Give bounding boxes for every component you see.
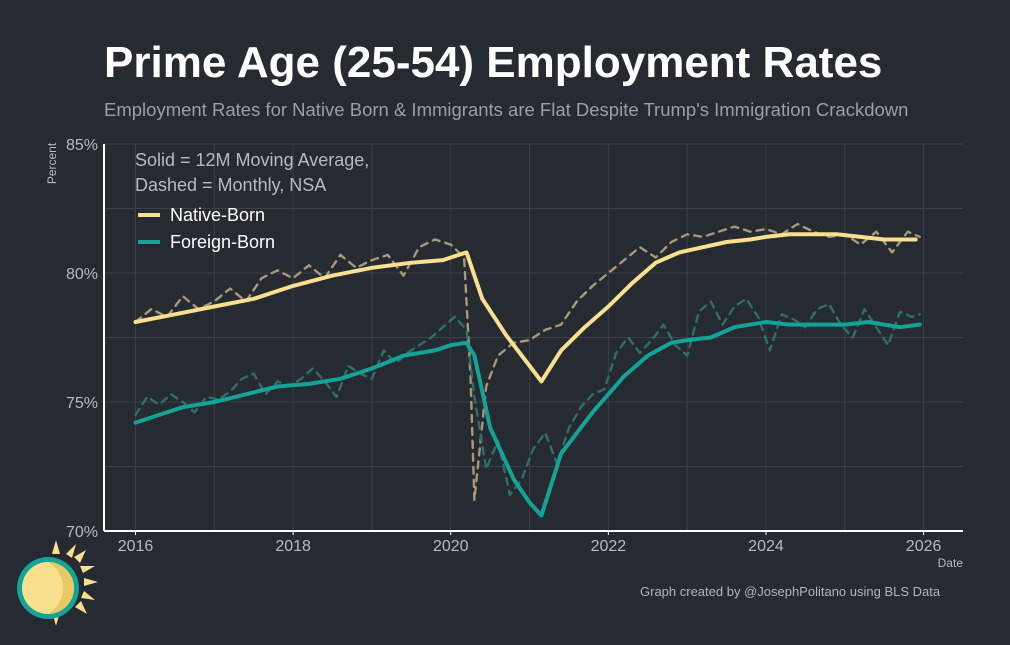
dashed-series-line [134, 297, 921, 497]
chart-subtitle: Employment Rates for Native Born & Immig… [104, 99, 909, 120]
y-axis-label: Percent [45, 142, 59, 184]
x-tick-label: 2020 [433, 538, 469, 555]
x-tick-label: 2016 [118, 538, 154, 555]
sun-shade [48, 562, 74, 614]
x-tick-label: 2018 [275, 538, 311, 555]
y-tick-label: 85% [66, 137, 98, 154]
sun-rays [52, 540, 98, 626]
sun-icon [17, 540, 98, 626]
solid-series-line [133, 232, 918, 384]
x-tick-label: 2022 [591, 538, 627, 555]
chart-annotation-line: Dashed = Monthly, NSA [135, 175, 326, 195]
x-axis-label: Date [938, 556, 964, 570]
solid-series-line [133, 320, 922, 518]
x-tick-label: 2024 [748, 538, 784, 555]
legend-label: Native-Born [170, 205, 265, 225]
chart-title: Prime Age (25-54) Employment Rates [104, 38, 883, 87]
y-tick-label: 75% [66, 395, 98, 412]
y-tick-label: 70% [66, 524, 98, 541]
chart-annotation-line: Solid = 12M Moving Average, [135, 150, 369, 170]
legend-label: Foreign-Born [170, 232, 275, 252]
x-tick-label: 2026 [906, 538, 942, 555]
y-tick-label: 80% [66, 266, 98, 283]
source-credit: Graph created by @JosephPolitano using B… [640, 584, 941, 599]
